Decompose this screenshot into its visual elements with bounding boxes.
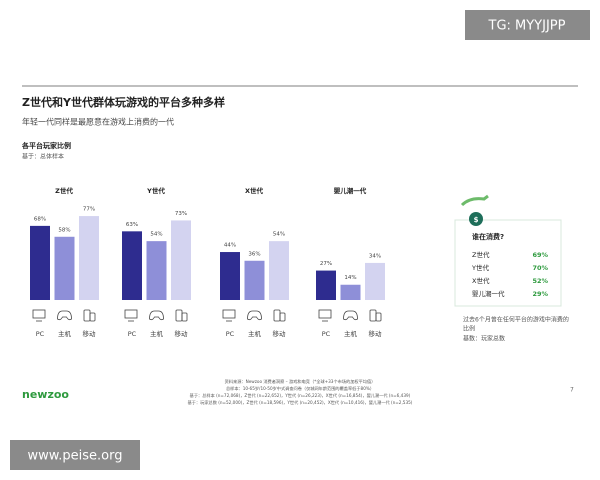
- bar: [171, 220, 191, 300]
- bar: [79, 216, 99, 300]
- icon-console: [343, 310, 358, 321]
- icon-console: [57, 310, 72, 321]
- panel-row-label: X世代: [472, 276, 490, 285]
- platform-label: PC: [226, 330, 235, 338]
- watermark-box: [10, 440, 140, 470]
- platform-label: 主机: [248, 329, 262, 338]
- bar: [54, 236, 75, 300]
- panel-base: 基数：玩家总数: [463, 335, 505, 343]
- chart-title: Z世代和Y世代群体玩游戏的平台多种多样: [22, 95, 225, 109]
- panel-row-value: 70%: [532, 264, 548, 272]
- watermark: TG: MYYJJPP: [488, 19, 566, 34]
- value-label: 34%: [369, 253, 381, 259]
- icon-mobile: [375, 312, 382, 322]
- panel-icon-glyph: $: [474, 216, 479, 224]
- group-label: 婴儿潮一代: [334, 186, 367, 195]
- group-label: X世代: [245, 186, 264, 195]
- source-line: 基于：玩家总数 (n=52,000)，Z世代 (n=18,596)，Y世代 (n…: [188, 399, 413, 406]
- platform-label: 移动: [273, 329, 287, 338]
- bar: [244, 260, 265, 300]
- panel-box: [454, 219, 562, 307]
- value-label: 58%: [58, 227, 70, 233]
- bar: [365, 262, 385, 300]
- chart-label: 各平台玩家比例: [21, 141, 71, 150]
- platform-label: 移动: [83, 329, 97, 338]
- icon-console: [149, 310, 164, 321]
- panel-row-value: 69%: [532, 251, 548, 259]
- base-note: 基于：总体样本: [22, 153, 64, 161]
- value-label: 44%: [224, 243, 236, 249]
- source-line: 基于：总样本 (n=72,068)，Z世代 (n=22,652)，Y世代 (n=…: [190, 392, 411, 399]
- panel-row-value: 52%: [532, 277, 548, 285]
- value-label: 77%: [83, 207, 95, 213]
- value-label: 14%: [344, 275, 356, 281]
- platform-label: 主机: [344, 329, 358, 338]
- bar: [340, 284, 361, 300]
- value-label: 54%: [273, 232, 285, 238]
- icon-pc: [32, 309, 46, 319]
- platform-label: PC: [36, 330, 45, 338]
- group-label: Z世代: [55, 186, 73, 195]
- bar: [269, 241, 289, 300]
- bar: [30, 225, 50, 300]
- bar: [220, 252, 240, 300]
- platform-label: 主机: [150, 329, 164, 338]
- value-label: 73%: [175, 211, 187, 217]
- source-line: 总样本：10-65岁/10-50岁中式调查问卷（仅城网年龄范围的覆盖率低于80%…: [226, 385, 374, 392]
- platform-label: 移动: [369, 329, 383, 338]
- platform-label: PC: [128, 330, 137, 338]
- icon-pc: [124, 309, 138, 319]
- icon-mobile: [279, 312, 286, 322]
- icon-mobile: [89, 312, 96, 322]
- group-label: Y世代: [146, 186, 165, 195]
- page-number: 7: [570, 387, 574, 394]
- panel-ribbon: [460, 194, 489, 207]
- logo: newzoo: [22, 388, 69, 401]
- value-label: 63%: [126, 222, 138, 228]
- icon-mobile: [369, 309, 377, 322]
- panel-row-label: 婴儿潮一代: [472, 289, 505, 298]
- platform-label: PC: [322, 330, 331, 338]
- source-line: 资料来源：Newzoo 消费者洞察 – 游戏和电竞（*全球+33个市场的加权平均…: [225, 378, 376, 385]
- icon-mobile: [181, 312, 188, 322]
- value-label: 27%: [320, 261, 332, 267]
- panel-title: 谁在消费?: [472, 232, 504, 241]
- panel-note: 比例: [463, 325, 475, 333]
- icon-mobile: [83, 309, 91, 322]
- bar: [316, 270, 336, 300]
- watermark: www.peise.org: [28, 449, 123, 464]
- platform-label: 主机: [58, 329, 72, 338]
- icon-pc: [222, 309, 236, 319]
- panel-row-label: Y世代: [471, 263, 489, 272]
- platform-label: 移动: [175, 329, 189, 338]
- bar: [122, 231, 142, 300]
- value-label: 54%: [150, 232, 162, 238]
- panel-row-label: Z世代: [472, 250, 490, 259]
- icon-mobile: [175, 309, 183, 322]
- watermark-box: [465, 10, 590, 40]
- panel-note: 过去6个月曾在任何平台的游戏中消费的: [463, 316, 569, 324]
- icon-pc: [318, 309, 332, 319]
- bar: [146, 241, 167, 300]
- icon-mobile: [273, 309, 281, 322]
- value-label: 36%: [248, 251, 260, 257]
- chart-subtitle: 年轻一代同样是最愿意在游戏上消费的一代: [22, 117, 174, 127]
- icon-console: [247, 310, 262, 321]
- panel-icon: [469, 212, 483, 226]
- value-label: 68%: [34, 216, 46, 222]
- panel-row-value: 29%: [532, 290, 548, 298]
